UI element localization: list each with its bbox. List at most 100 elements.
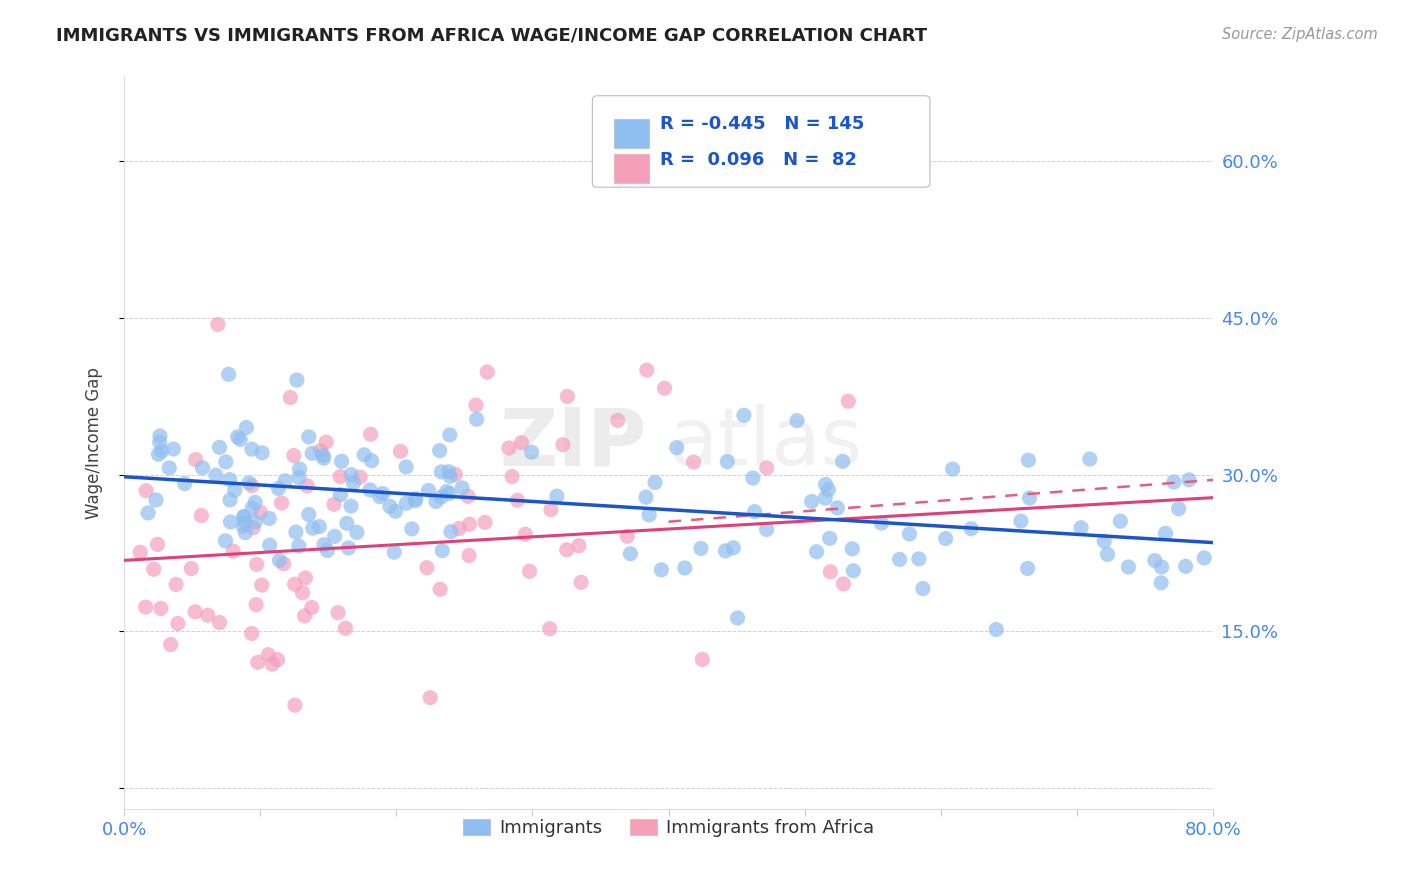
Point — [960, 522, 983, 536]
Point — [555, 389, 578, 403]
Point — [1154, 526, 1177, 541]
Point — [510, 435, 533, 450]
Point — [551, 438, 574, 452]
Point — [644, 475, 666, 490]
Point — [1097, 548, 1119, 562]
Point — [249, 505, 271, 519]
Point — [814, 477, 837, 491]
Point — [842, 564, 865, 578]
Point — [167, 616, 190, 631]
Point — [755, 523, 778, 537]
Point — [616, 529, 638, 543]
Point — [316, 543, 339, 558]
Point — [464, 398, 486, 412]
Point — [444, 467, 467, 482]
Point — [224, 483, 246, 498]
Point — [673, 561, 696, 575]
Point — [207, 318, 229, 332]
Point — [267, 482, 290, 496]
Point — [335, 621, 357, 635]
Point — [165, 577, 187, 591]
Point — [301, 600, 323, 615]
Point — [465, 412, 488, 426]
Point — [814, 491, 837, 505]
Point — [149, 429, 172, 443]
Point — [184, 605, 207, 619]
Point — [437, 465, 460, 479]
Point — [312, 451, 335, 466]
Point — [269, 553, 291, 567]
Point — [294, 608, 316, 623]
Point — [197, 608, 219, 623]
Point — [1092, 534, 1115, 549]
Point — [245, 515, 267, 529]
Point — [827, 500, 849, 515]
Point — [1078, 452, 1101, 467]
Point — [233, 525, 256, 540]
Point — [440, 524, 463, 539]
Point — [274, 474, 297, 488]
Point — [235, 420, 257, 434]
Point — [665, 441, 688, 455]
Point — [208, 440, 231, 454]
Point — [682, 455, 704, 469]
Point — [1163, 475, 1185, 489]
Point — [226, 430, 249, 444]
Point — [1018, 491, 1040, 505]
Point — [650, 563, 672, 577]
Point — [727, 611, 749, 625]
Point — [716, 454, 738, 468]
Point — [1010, 514, 1032, 528]
Point — [786, 414, 808, 428]
Point — [474, 516, 496, 530]
Point — [515, 527, 537, 541]
Point — [145, 493, 167, 508]
Point — [378, 500, 401, 514]
Point — [870, 516, 893, 530]
Point — [242, 521, 264, 535]
Point — [342, 475, 364, 490]
Point — [136, 506, 159, 520]
Point — [222, 544, 245, 558]
Point — [135, 483, 157, 498]
Point — [451, 481, 474, 495]
Point — [416, 560, 439, 574]
Point — [723, 541, 745, 555]
Point — [506, 493, 529, 508]
Point — [240, 501, 263, 516]
Point — [831, 454, 853, 468]
Point — [215, 455, 238, 469]
Point — [142, 562, 165, 576]
Point — [284, 577, 307, 591]
Point — [1017, 453, 1039, 467]
Point — [336, 516, 359, 531]
Point — [330, 454, 353, 468]
Point — [832, 577, 855, 591]
Point — [458, 517, 481, 532]
Point — [425, 494, 447, 508]
Point — [359, 483, 381, 497]
Point — [146, 537, 169, 551]
Point — [191, 460, 214, 475]
Point — [232, 509, 254, 524]
Point — [458, 549, 481, 563]
Point — [240, 479, 263, 493]
Point — [733, 409, 755, 423]
Point — [232, 519, 254, 533]
Point — [419, 690, 441, 705]
Point — [741, 471, 763, 485]
Point — [337, 541, 360, 555]
Point — [568, 539, 591, 553]
Point — [298, 430, 321, 444]
Point — [942, 462, 965, 476]
Point — [439, 486, 461, 500]
Point — [284, 698, 307, 713]
Point — [477, 365, 499, 379]
Point — [889, 552, 911, 566]
Point — [898, 527, 921, 541]
Point — [449, 522, 471, 536]
Point — [935, 532, 957, 546]
Point — [246, 558, 269, 572]
Point — [1118, 560, 1140, 574]
Point — [817, 483, 839, 497]
